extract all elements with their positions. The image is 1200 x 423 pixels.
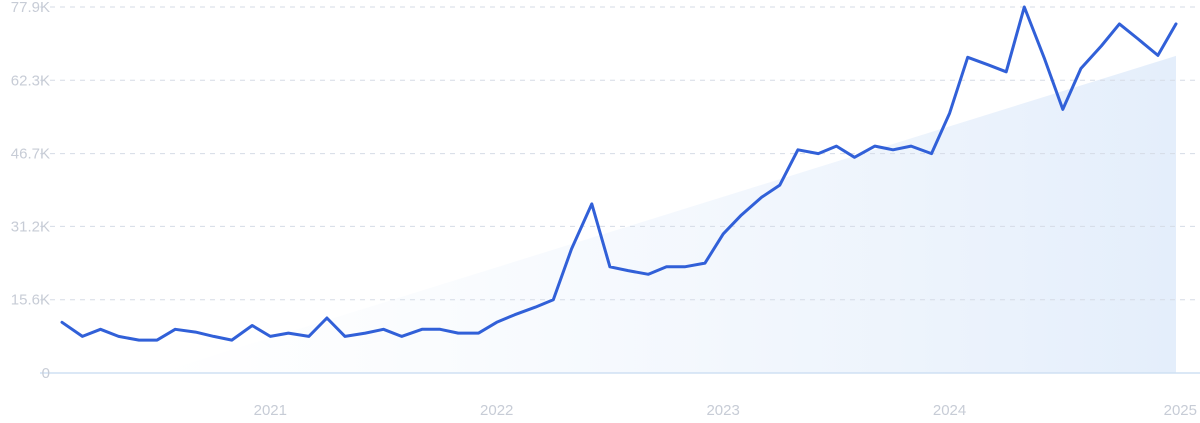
x-axis-tick-labels: 2021 2022 2023 2024 2025 — [254, 402, 1197, 419]
y-tick-label: 77.9K — [11, 0, 50, 16]
trend-area-layer — [157, 55, 1177, 374]
y-tick-label: 62.3K — [11, 72, 50, 89]
series-layer — [60, 5, 1178, 342]
x-tick-label: 2025 — [1164, 402, 1197, 419]
series-line — [60, 5, 1178, 342]
y-tick-label: 46.7K — [11, 146, 50, 163]
y-tick-label: 31.2K — [11, 218, 50, 235]
x-tick-label: 2021 — [254, 402, 287, 419]
x-tick-label: 2023 — [706, 402, 739, 419]
gridlines — [40, 6, 1200, 374]
y-axis-tick-labels: 0 15.6K 31.2K 46.7K 62.3K 77.9K — [11, 0, 50, 382]
x-tick-label: 2022 — [480, 402, 513, 419]
y-tick-label: 15.6K — [11, 292, 50, 309]
trend-area — [157, 55, 1177, 374]
y-tick-label: 0 — [42, 365, 50, 382]
x-tick-label: 2024 — [933, 402, 966, 419]
